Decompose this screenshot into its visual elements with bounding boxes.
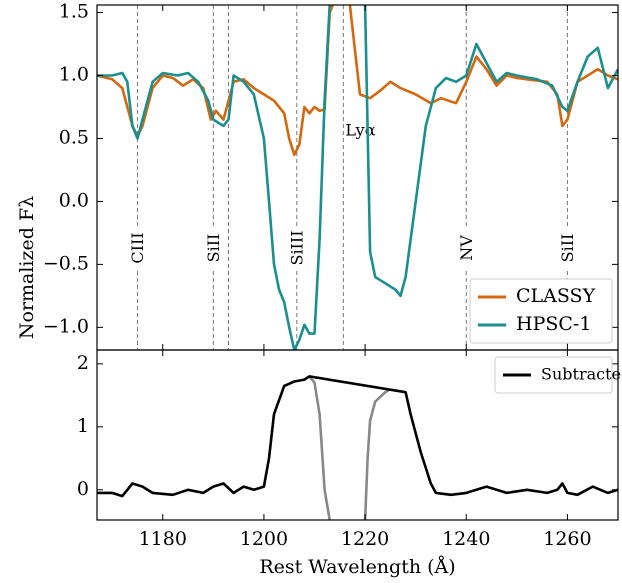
- label-bg: [127, 226, 148, 270]
- line-label-group: CIII: [127, 226, 148, 270]
- series-line: [97, 5, 618, 350]
- label-bg: [286, 226, 307, 270]
- line-label: Lyα: [345, 121, 375, 140]
- series-line: [308, 375, 331, 520]
- x-tick-label: 1260: [543, 528, 591, 550]
- y-tick-label: −1.0: [43, 315, 89, 337]
- x-tick-label: 1200: [240, 528, 288, 550]
- axes-frame: [96, 349, 619, 521]
- legend-label: HPSC-1: [516, 313, 591, 335]
- y-tick-label: −0.5: [43, 252, 89, 274]
- line-label: SiII: [204, 234, 223, 263]
- y-tick-label: 0.0: [59, 189, 89, 211]
- line-label: NV: [457, 235, 476, 261]
- line-label: CIII: [128, 232, 147, 263]
- y-tick-label: 1.0: [59, 64, 89, 86]
- y-tick-label: 1.5: [59, 1, 89, 23]
- legend-label: Subtracted: [541, 365, 622, 384]
- y-axis-label: Normalized Fλ: [16, 196, 38, 339]
- label-bg: [344, 118, 383, 144]
- y-tick-label: 0: [77, 478, 89, 500]
- x-tick-label: 1240: [442, 528, 490, 550]
- y-tick-label: 2: [77, 352, 89, 374]
- legend-label: CLASSY: [516, 285, 596, 307]
- line-label: SiIII: [287, 230, 306, 265]
- legend-box: [494, 356, 613, 394]
- series-line: [97, 375, 618, 498]
- x-tick-label: 1180: [139, 528, 187, 550]
- legend-box: [469, 278, 613, 344]
- line-label-group: SiII: [203, 226, 224, 270]
- label-bg: [456, 226, 477, 270]
- line-label-group: SiII: [557, 226, 578, 270]
- y-tick-label: 1: [77, 415, 89, 437]
- label-bg: [557, 226, 578, 270]
- line-label-group: NV: [456, 226, 477, 270]
- line-label: SiII: [558, 234, 577, 263]
- plot-area: [97, 5, 618, 350]
- x-tick-label: 1220: [341, 528, 389, 550]
- plot-area: [97, 375, 618, 520]
- x-axis-label: Rest Wavelength (Å): [259, 556, 455, 578]
- label-bg: [203, 226, 224, 270]
- line-label-group: SiIII: [286, 226, 307, 270]
- y-tick-label: 0.5: [59, 126, 89, 148]
- series-line: [363, 387, 392, 520]
